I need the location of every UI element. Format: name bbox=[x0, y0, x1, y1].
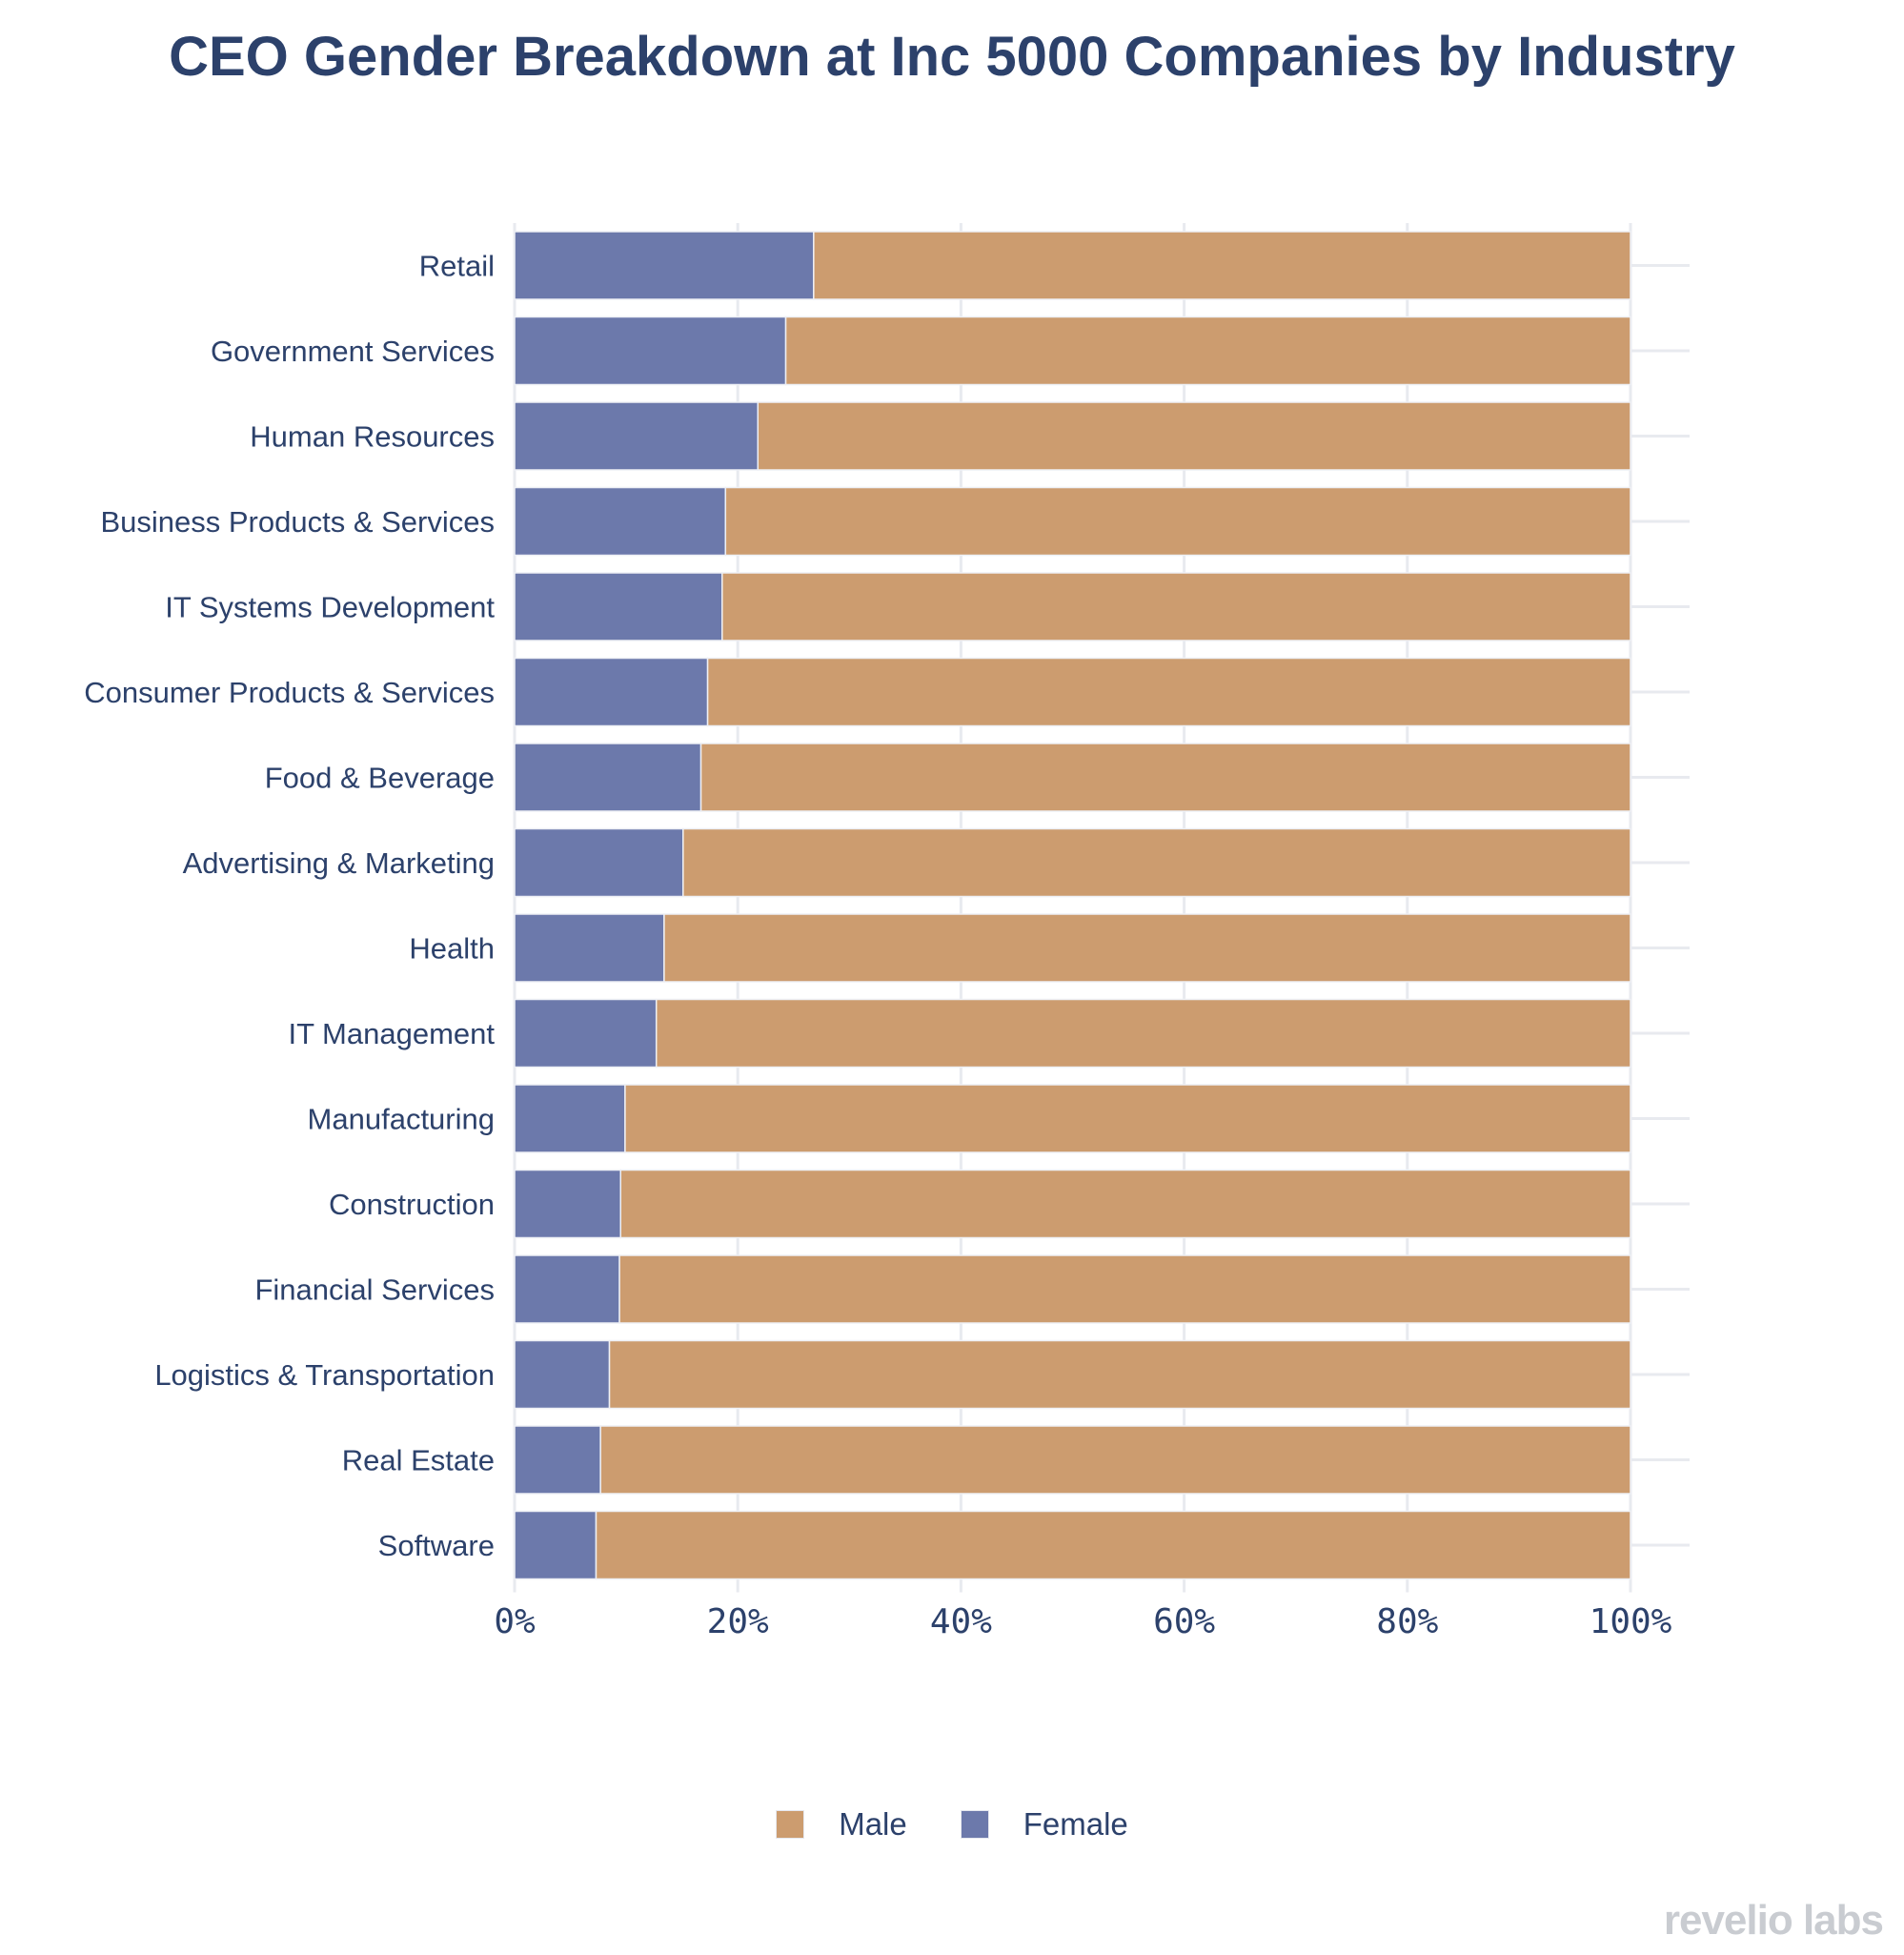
y-tick-label: IT Systems Development bbox=[165, 591, 495, 624]
bars bbox=[514, 231, 1631, 1580]
bar-female-health[interactable] bbox=[514, 913, 665, 983]
bar-female-human-resources[interactable] bbox=[514, 401, 760, 471]
x-axis-ticks: 0% 20% 40% 60% 80% 100% bbox=[494, 1602, 1671, 1641]
y-tick-label: Retail bbox=[419, 250, 495, 283]
bar-male-consumer-products-services[interactable] bbox=[706, 657, 1631, 727]
y-tick-label: Construction bbox=[329, 1188, 495, 1221]
bar-male-financial-services[interactable] bbox=[618, 1254, 1631, 1324]
bar-male-business-products-services[interactable] bbox=[724, 486, 1631, 557]
bar-male-logistics-transportation[interactable] bbox=[608, 1339, 1631, 1410]
bar-male-health[interactable] bbox=[663, 913, 1631, 983]
bar-female-financial-services[interactable] bbox=[514, 1254, 620, 1324]
x-tick-label: 40% bbox=[930, 1602, 992, 1641]
bar-male-it-systems-development[interactable] bbox=[721, 572, 1631, 641]
x-tick-label: 20% bbox=[707, 1602, 769, 1641]
x-tick-label: 60% bbox=[1153, 1602, 1215, 1641]
bar-female-construction[interactable] bbox=[514, 1169, 621, 1239]
bar-male-software[interactable] bbox=[595, 1510, 1631, 1580]
bar-male-real-estate[interactable] bbox=[599, 1425, 1631, 1495]
legend-swatch-male bbox=[776, 1810, 805, 1839]
y-tick-label: Government Services bbox=[211, 335, 495, 368]
y-axis-labels: Retail Government Services Human Resources… bbox=[84, 250, 495, 1563]
bar-female-logistics-transportation[interactable] bbox=[514, 1339, 611, 1410]
y-tick-label: Human Resources bbox=[250, 420, 495, 454]
x-tick-label: 80% bbox=[1376, 1602, 1438, 1641]
y-tick-label: Food & Beverage bbox=[265, 762, 495, 795]
bar-female-government-services[interactable] bbox=[514, 316, 787, 386]
bar-female-retail[interactable] bbox=[514, 231, 815, 300]
bar-female-it-management[interactable] bbox=[514, 998, 658, 1069]
y-tick-label: Consumer Products & Services bbox=[84, 676, 495, 709]
bar-female-consumer-products-services[interactable] bbox=[514, 657, 709, 727]
revelio-labs-logo: revelio labs bbox=[1663, 1897, 1884, 1944]
y-tick-label: Software bbox=[378, 1529, 495, 1562]
bar-male-retail[interactable] bbox=[813, 231, 1631, 300]
bar-male-it-management[interactable] bbox=[655, 998, 1631, 1069]
y-tick-label: IT Management bbox=[288, 1017, 495, 1050]
y-tick-label: Health bbox=[409, 932, 495, 966]
bar-male-government-services[interactable] bbox=[784, 316, 1631, 386]
legend-item-female[interactable]: Female bbox=[960, 1806, 1128, 1843]
bar-male-advertising-marketing[interactable] bbox=[682, 827, 1631, 898]
bar-female-it-systems-development[interactable] bbox=[514, 572, 723, 641]
chart-title: CEO Gender Breakdown at Inc 5000 Compani… bbox=[169, 26, 1735, 88]
legend: Male Female bbox=[0, 1806, 1904, 1843]
x-tick-label: 100% bbox=[1590, 1602, 1672, 1641]
legend-label-male: Male bbox=[839, 1806, 907, 1842]
legend-swatch-female bbox=[960, 1810, 989, 1839]
y-tick-label: Business Products & Services bbox=[100, 505, 495, 539]
bar-male-human-resources[interactable] bbox=[757, 401, 1631, 471]
bar-female-real-estate[interactable] bbox=[514, 1425, 601, 1495]
legend-item-male[interactable]: Male bbox=[776, 1806, 907, 1843]
bar-female-software[interactable] bbox=[514, 1510, 598, 1580]
y-tick-label: Real Estate bbox=[342, 1444, 495, 1477]
bar-female-business-products-services[interactable] bbox=[514, 486, 727, 557]
bar-female-food-beverage[interactable] bbox=[514, 743, 702, 812]
x-tick-label: 0% bbox=[494, 1602, 536, 1641]
bar-male-construction[interactable] bbox=[619, 1169, 1631, 1239]
y-tick-label: Financial Services bbox=[254, 1273, 495, 1307]
y-tick-label: Advertising & Marketing bbox=[183, 846, 495, 880]
bar-female-advertising-marketing[interactable] bbox=[514, 827, 684, 898]
y-tick-label: Logistics & Transportation bbox=[154, 1358, 495, 1392]
bar-male-manufacturing[interactable] bbox=[624, 1084, 1631, 1153]
bar-male-food-beverage[interactable] bbox=[699, 743, 1631, 812]
legend-label-female: Female bbox=[1023, 1806, 1128, 1842]
y-tick-label: Manufacturing bbox=[308, 1103, 495, 1136]
bar-female-manufacturing[interactable] bbox=[514, 1084, 626, 1153]
